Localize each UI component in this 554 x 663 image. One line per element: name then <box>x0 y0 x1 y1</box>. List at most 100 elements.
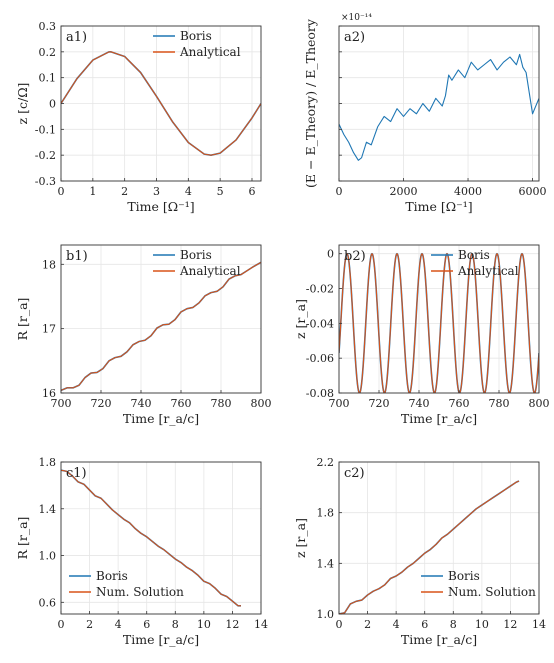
x-tick-label: 4000 <box>454 185 482 198</box>
y-tick-label: 1.8 <box>317 507 335 520</box>
y-tick-label: 0 <box>49 98 56 111</box>
x-tick-label: 0 <box>336 618 343 631</box>
legend-label: Analytical <box>457 264 519 278</box>
panel-label: b1) <box>66 249 88 264</box>
panel-b2: 700 720 740 760 780 800 -0.08 -0.06 -0.04 -0.02 0 T… <box>293 244 550 426</box>
legend-label: Boris <box>448 569 480 583</box>
x-tick-label: 6 <box>143 618 150 631</box>
series-line-energy-error <box>339 53 539 161</box>
x-tick-label: 5 <box>217 185 224 198</box>
y-tick-label: 0.1 <box>39 72 57 85</box>
x-tick-label: 740 <box>131 397 152 410</box>
x-tick-label: 2 <box>121 185 128 198</box>
panel-label: b2) <box>344 249 366 264</box>
x-tick-label: 700 <box>329 397 350 410</box>
y-tick-label: 0.2 <box>39 46 57 59</box>
panel-a2: 0 2000 4000 6000 Time [Ω⁻¹] (E − E_Theory) / … <box>303 13 547 214</box>
y-tick-label: 1.0 <box>317 608 335 621</box>
panel-b1: 700 720 740 760 780 800 16 17 18 Time [r_a/c] R [r… <box>15 244 272 426</box>
series-group <box>61 51 261 156</box>
series-line-num-solution <box>61 469 241 607</box>
series-line-analytical <box>339 253 539 393</box>
series-group <box>339 53 539 161</box>
x-axis-label: Time [r_a/c] <box>123 632 199 647</box>
x-tick-label: 2000 <box>390 185 418 198</box>
y-tick-label: 0.3 <box>39 20 57 33</box>
y-axis-label: z [r_a] <box>293 518 308 558</box>
y-tick-label: 2.2 <box>317 456 335 469</box>
panel-label: c1) <box>66 466 87 481</box>
y-tick-label: -0.08 <box>306 387 334 400</box>
y-axis-label: (E − E_Theory) / E_Theory <box>303 18 318 188</box>
x-tick-label: 8 <box>450 618 457 631</box>
x-tick-label: 0 <box>58 185 65 198</box>
legend-label: Num. Solution <box>96 585 184 599</box>
legend-label: Boris <box>180 29 212 43</box>
x-tick-label: 12 <box>225 618 239 631</box>
x-tick-label: 2 <box>364 618 371 631</box>
x-axis-label: Time [r_a/c] <box>401 632 477 647</box>
y-tick-label: -0.02 <box>306 283 334 296</box>
x-tick-label: 1 <box>89 185 96 198</box>
x-tick-label: 0 <box>58 618 65 631</box>
x-tick-label: 720 <box>369 397 390 410</box>
y-tick-label: 16 <box>42 387 56 400</box>
panel-label: a2) <box>344 30 365 45</box>
panel-label: c2) <box>344 466 365 481</box>
panel-c2: 0 2 4 6 8 10 12 14 1.0 1.4 1.8 2.2 Time [r_a/c] z [r_… <box>293 456 546 647</box>
y-tick-label: 17 <box>42 323 56 336</box>
y-tick-label: -0.06 <box>306 352 334 365</box>
x-tick-label: 4 <box>185 185 192 198</box>
x-tick-label: 760 <box>171 397 192 410</box>
x-tick-label: 700 <box>51 397 72 410</box>
x-tick-label: 780 <box>211 397 232 410</box>
panel-label: a1) <box>66 30 87 45</box>
x-tick-label: 800 <box>529 397 550 410</box>
series-line-analytical <box>61 51 261 156</box>
x-tick-label: 800 <box>251 397 272 410</box>
y-tick-label: 0.6 <box>39 596 57 609</box>
x-tick-label: 760 <box>449 397 470 410</box>
series-line-num-solution <box>339 480 520 614</box>
x-tick-label: 6 <box>248 185 255 198</box>
legend-label: Num. Solution <box>448 585 536 599</box>
series-group <box>61 469 241 607</box>
x-tick-label: 14 <box>254 618 268 631</box>
y-tick-label: 1.8 <box>39 456 57 469</box>
x-tick-label: 4 <box>393 618 400 631</box>
panel-a1: 0 1 2 3 4 5 6 -0.3 -0.2 -0.1 0 0.1 0.2 0.3 Time [Ω⁻¹] z… <box>15 20 262 214</box>
legend-label: Boris <box>96 569 128 583</box>
x-axis-label: Time [r_a/c] <box>123 411 199 426</box>
series-line-analytical <box>61 261 261 391</box>
y-tick-label: 1.0 <box>39 550 57 563</box>
x-tick-label: 10 <box>475 618 489 631</box>
series-group <box>61 261 261 392</box>
y-axis-label: z [r_a] <box>293 299 308 339</box>
x-tick-label: 2 <box>86 618 93 631</box>
x-tick-label: 8 <box>172 618 179 631</box>
x-tick-label: 6000 <box>519 185 547 198</box>
legend-label: Boris <box>180 248 212 262</box>
y-tick-label: -0.2 <box>35 149 56 162</box>
plot-frame <box>60 244 262 394</box>
y-tick-label: 18 <box>42 258 56 271</box>
series-group <box>339 480 520 614</box>
y-tick-label: 1.4 <box>317 557 335 570</box>
y-axis-label: R [r_a] <box>15 298 30 341</box>
plot-frame <box>338 461 540 615</box>
y-tick-label: -0.1 <box>35 123 56 136</box>
plot-frame <box>60 461 262 615</box>
x-tick-label: 740 <box>409 397 430 410</box>
y-axis-label: z [c/Ω] <box>15 83 30 125</box>
y-tick-label: -0.3 <box>35 175 56 188</box>
x-tick-label: 0 <box>336 185 343 198</box>
y-axis-label: R [r_a] <box>15 517 30 560</box>
x-tick-label: 780 <box>489 397 510 410</box>
y-tick-label: -0.04 <box>306 317 334 330</box>
x-tick-label: 4 <box>115 618 122 631</box>
x-axis-label: Time [Ω⁻¹] <box>127 199 194 214</box>
x-tick-label: 10 <box>197 618 211 631</box>
legend-label: Boris <box>458 248 490 262</box>
x-tick-label: 3 <box>153 185 160 198</box>
